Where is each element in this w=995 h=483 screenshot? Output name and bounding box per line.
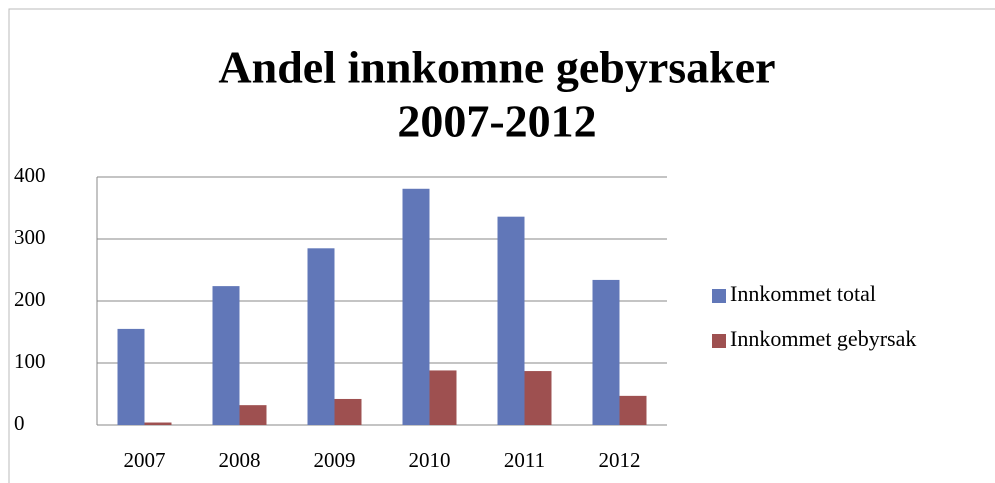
legend-swatch: [712, 289, 726, 303]
y-tick-label: 300: [14, 225, 46, 249]
bar: [497, 216, 525, 425]
x-tick-label: 2007: [124, 448, 166, 472]
legend-swatch: [712, 334, 726, 348]
bar: [239, 405, 267, 425]
y-tick-label: 200: [14, 287, 46, 311]
bar: [592, 279, 620, 425]
y-tick-label: 0: [14, 411, 25, 435]
bar: [402, 188, 430, 425]
x-tick-label: 2008: [219, 448, 261, 472]
bar: [212, 286, 240, 425]
chart-title: 2007-2012: [397, 96, 596, 147]
legend-label: Innkommet total: [730, 281, 876, 306]
chart-title: Andel innkomne gebyrsaker: [218, 42, 775, 93]
chart-frame: [8, 8, 995, 483]
legend-label: Innkommet gebyrsak: [730, 326, 916, 351]
bar: [117, 328, 145, 425]
y-tick-label: 400: [14, 163, 46, 187]
y-tick-label: 100: [14, 349, 46, 373]
bar: [524, 371, 552, 425]
x-tick-label: 2010: [409, 448, 451, 472]
bar: [619, 395, 647, 425]
bar: [334, 398, 362, 425]
bar: [144, 422, 172, 425]
x-tick-label: 2011: [504, 448, 545, 472]
x-tick-label: 2009: [314, 448, 356, 472]
bar: [307, 248, 335, 425]
x-tick-label: 2012: [599, 448, 641, 472]
bar: [429, 370, 457, 425]
